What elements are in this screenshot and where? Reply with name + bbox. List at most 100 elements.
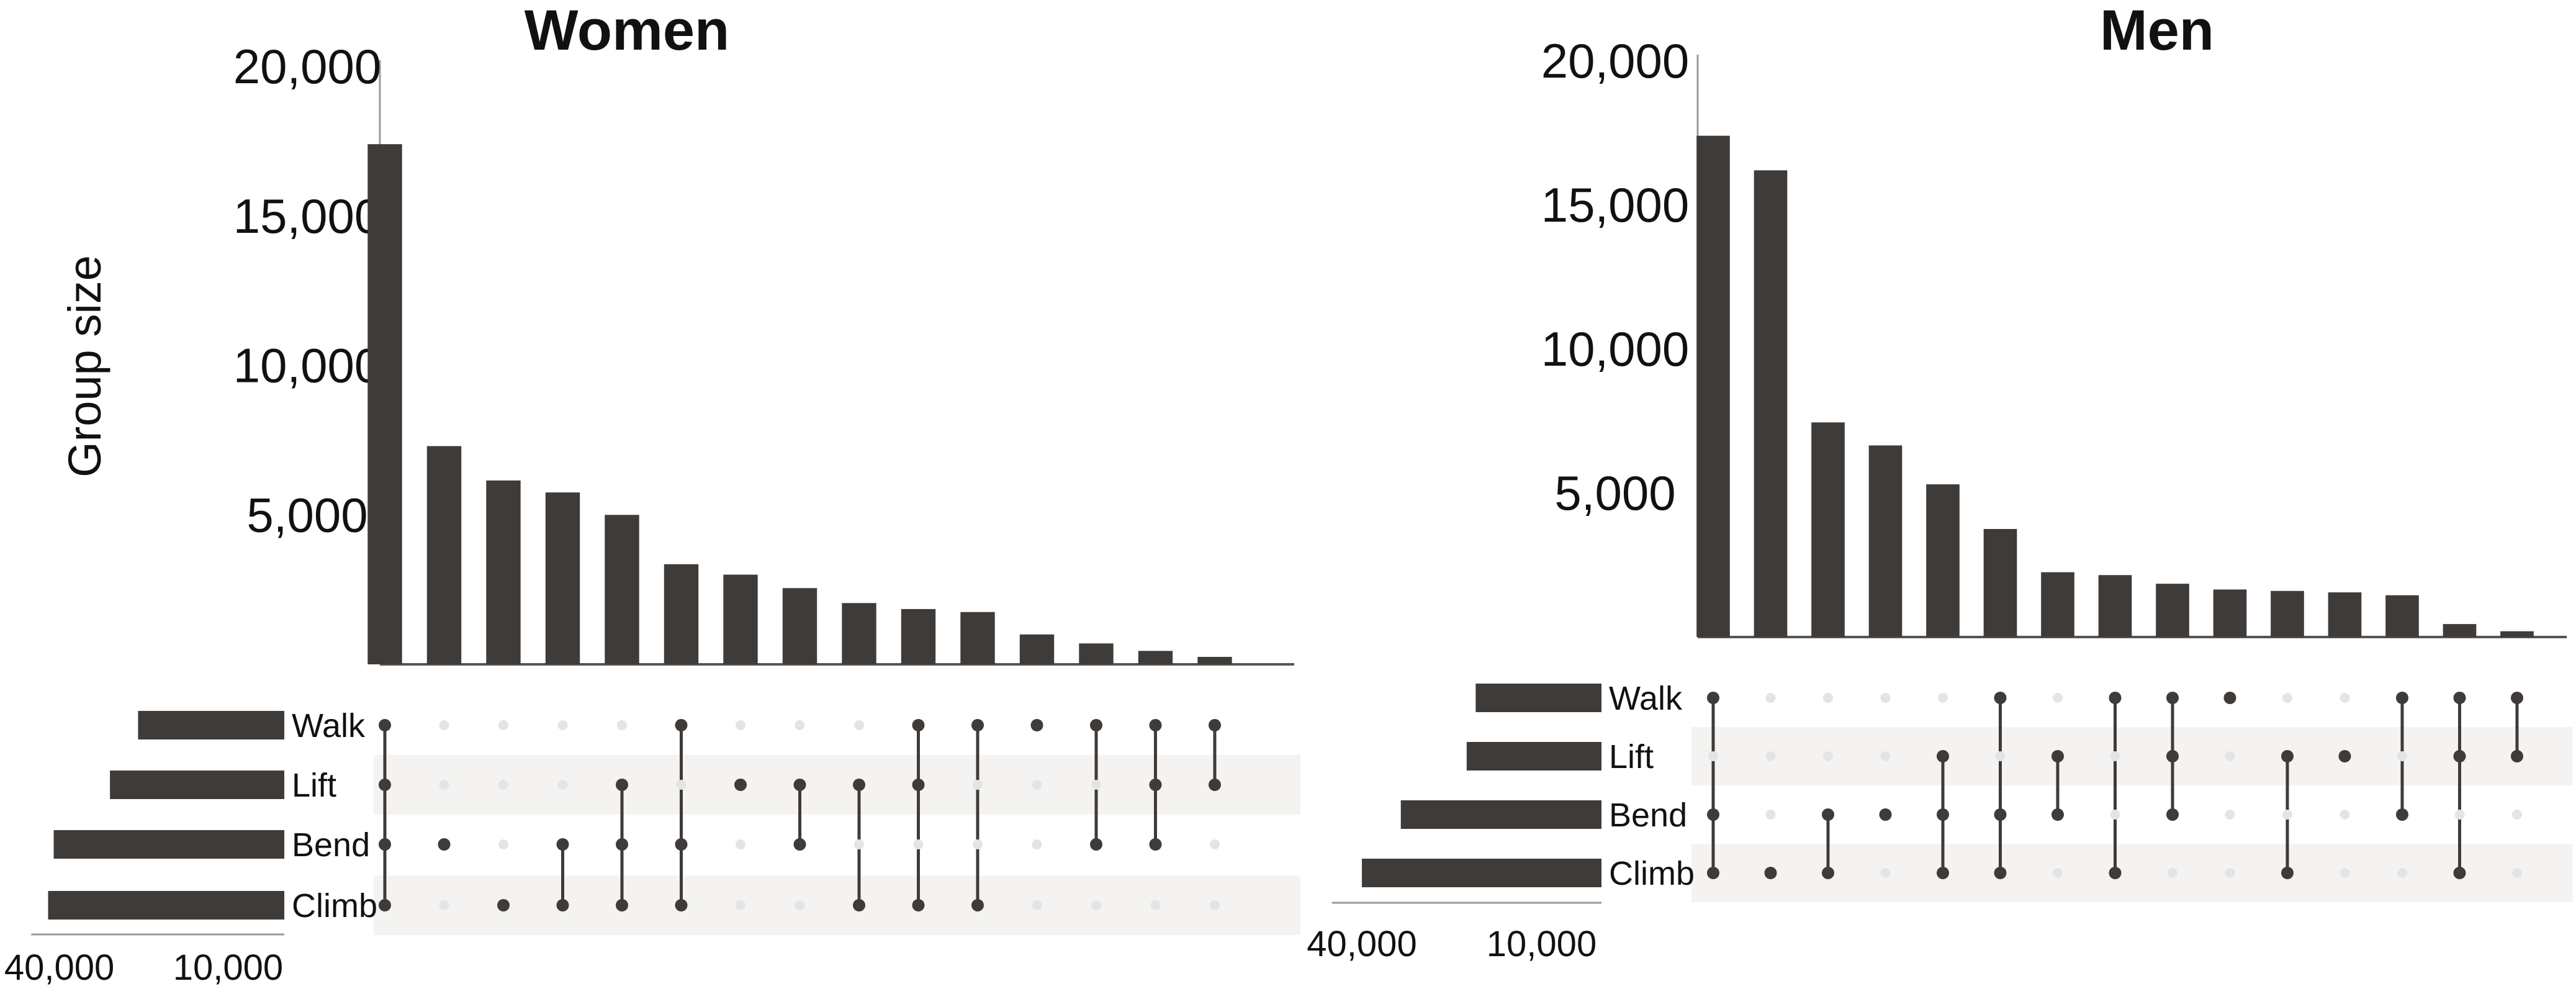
men-matrix-dot-inactive bbox=[2053, 693, 2063, 703]
men-matrix-dot-active bbox=[1994, 867, 2007, 879]
men-matrix-dot-inactive bbox=[1823, 751, 1833, 761]
men-intersection-bar bbox=[2443, 624, 2477, 637]
men-matrix-dot-inactive bbox=[2282, 810, 2292, 820]
women-matrix-dot-inactive bbox=[795, 900, 805, 910]
men-matrix-dot-active bbox=[2281, 750, 2294, 762]
women-matrix-dot-active bbox=[556, 899, 569, 911]
women-set-label-walk: Walk bbox=[292, 707, 366, 744]
men-matrix-dot-active bbox=[2166, 808, 2179, 821]
women-matrix-dot-active bbox=[793, 838, 806, 851]
women-matrix-dot-active bbox=[1090, 838, 1102, 851]
women-matrix-dot-active bbox=[675, 899, 688, 911]
men-matrix-dot-inactive bbox=[2340, 693, 2350, 703]
men-matrix-dot-active bbox=[2051, 808, 2064, 821]
men-matrix-dot-active bbox=[1994, 808, 2007, 821]
men-matrix-dot-inactive bbox=[1765, 693, 1776, 703]
women-matrix-dot-active bbox=[971, 719, 984, 731]
men-intersection-bar bbox=[1868, 445, 1903, 637]
men-matrix-dot-inactive bbox=[1880, 751, 1891, 761]
women-matrix-dot-active bbox=[497, 899, 510, 911]
men-matrix-dot-active bbox=[2166, 750, 2179, 762]
women-matrix-dot-inactive bbox=[1150, 900, 1161, 910]
men-intersection-bar bbox=[1754, 170, 1788, 637]
women-matrix-dot-inactive bbox=[557, 720, 568, 730]
men-chart-title: Men bbox=[2100, 0, 2214, 62]
women-intersection-bar bbox=[842, 603, 876, 664]
men-set-label-walk: Walk bbox=[1609, 680, 1683, 717]
women-matrix-dot-inactive bbox=[795, 720, 805, 730]
men-matrix-dot-active bbox=[1937, 750, 1949, 762]
men-y-tick-label: 15,000 bbox=[1541, 178, 1690, 232]
women-matrix-dot-inactive bbox=[498, 720, 508, 730]
men-matrix-dot-active bbox=[2338, 750, 2351, 762]
men-matrix-dot-active bbox=[2396, 692, 2408, 704]
men-matrix-dot-active bbox=[1937, 867, 1949, 879]
women-intersection-bar bbox=[605, 515, 639, 664]
women-matrix-dot-inactive bbox=[1210, 900, 1220, 910]
women-matrix-dot-inactive bbox=[1091, 900, 1101, 910]
women-intersection-bar bbox=[1197, 656, 1232, 664]
women-set-size-tick-label: 10,000 bbox=[173, 947, 283, 988]
women-matrix-dot-active bbox=[616, 779, 628, 791]
men-row-stripe-lift bbox=[1691, 727, 2573, 785]
men-matrix-dot-active bbox=[2166, 692, 2179, 704]
women-intersection-bar bbox=[426, 446, 462, 664]
women-matrix-dot-active bbox=[438, 838, 451, 851]
women-matrix-dot-inactive bbox=[736, 720, 745, 730]
women-matrix-dot-active bbox=[853, 899, 865, 911]
men-matrix-dot-inactive bbox=[2397, 868, 2407, 878]
women-matrix-dot-active bbox=[853, 779, 865, 791]
women-matrix-dot-active bbox=[1149, 719, 1162, 731]
men-matrix-dot-inactive bbox=[2512, 810, 2522, 820]
men-set-size-bar-bend bbox=[1400, 800, 1601, 829]
men-matrix-dot-active bbox=[2453, 867, 2466, 879]
women-y-tick-label: 5,000 bbox=[246, 487, 367, 542]
men-y-tick-label: 5,000 bbox=[1554, 466, 1675, 520]
men-matrix-dot-inactive bbox=[2340, 810, 2350, 820]
men-row-stripe-climb bbox=[1691, 844, 2573, 902]
women-set-label-bend: Bend bbox=[292, 826, 370, 864]
women-matrix-dot-active bbox=[379, 779, 391, 791]
men-matrix-dot-active bbox=[1707, 867, 1719, 879]
men-matrix-dot-active bbox=[2511, 692, 2523, 704]
women-matrix-dot-inactive bbox=[854, 720, 864, 730]
men-matrix-dot-inactive bbox=[2340, 868, 2350, 878]
men-matrix-dot-active bbox=[2453, 750, 2466, 762]
men-matrix-dot-active bbox=[2281, 867, 2294, 879]
women-set-label-climb: Climb bbox=[292, 887, 377, 924]
men-matrix-dot-active bbox=[2223, 692, 2236, 704]
women-matrix-dot-active bbox=[793, 779, 806, 791]
men-intersection-bar bbox=[1811, 422, 1845, 637]
men-y-tick-label: 10,000 bbox=[1541, 322, 1690, 376]
men-intersection-bar bbox=[2385, 595, 2419, 637]
men-matrix-dot-inactive bbox=[2225, 810, 2235, 820]
men-matrix-dot-active bbox=[1822, 808, 1834, 821]
men-intersection-bar bbox=[2041, 572, 2074, 637]
men-matrix-dot-active bbox=[2511, 750, 2523, 762]
men-intersection-bar bbox=[1696, 135, 1730, 637]
women-matrix-dot-inactive bbox=[1210, 839, 1220, 849]
men-intersection-bar bbox=[2500, 631, 2534, 637]
men-set-size-bar-lift bbox=[1466, 742, 1601, 771]
women-y-tick-label: 15,000 bbox=[233, 189, 382, 243]
women-y-axis-label: Group size bbox=[59, 255, 110, 477]
women-matrix-dot-active bbox=[675, 838, 688, 851]
men-set-size-tick-label: 10,000 bbox=[1487, 924, 1596, 964]
women-matrix-dot-active bbox=[379, 719, 391, 731]
women-set-label-lift: Lift bbox=[292, 767, 336, 804]
women-matrix-dot-inactive bbox=[1032, 780, 1042, 790]
women-row-stripe-climb bbox=[374, 875, 1300, 935]
women-intersection-bar bbox=[486, 480, 521, 664]
women-matrix-dot-active bbox=[1209, 779, 1221, 791]
men-matrix-dot-inactive bbox=[2053, 868, 2063, 878]
men-matrix-dot-inactive bbox=[1880, 868, 1891, 878]
men-matrix-dot-inactive bbox=[1708, 751, 1718, 761]
women-matrix-dot-active bbox=[912, 719, 925, 731]
men-matrix-dot-inactive bbox=[1823, 693, 1833, 703]
women-matrix-dot-active bbox=[912, 899, 925, 911]
men-matrix-dot-inactive bbox=[2110, 751, 2120, 761]
women-matrix-dot-inactive bbox=[854, 839, 864, 849]
women-matrix-dot-active bbox=[675, 719, 688, 731]
women-matrix-dot-active bbox=[556, 838, 569, 851]
